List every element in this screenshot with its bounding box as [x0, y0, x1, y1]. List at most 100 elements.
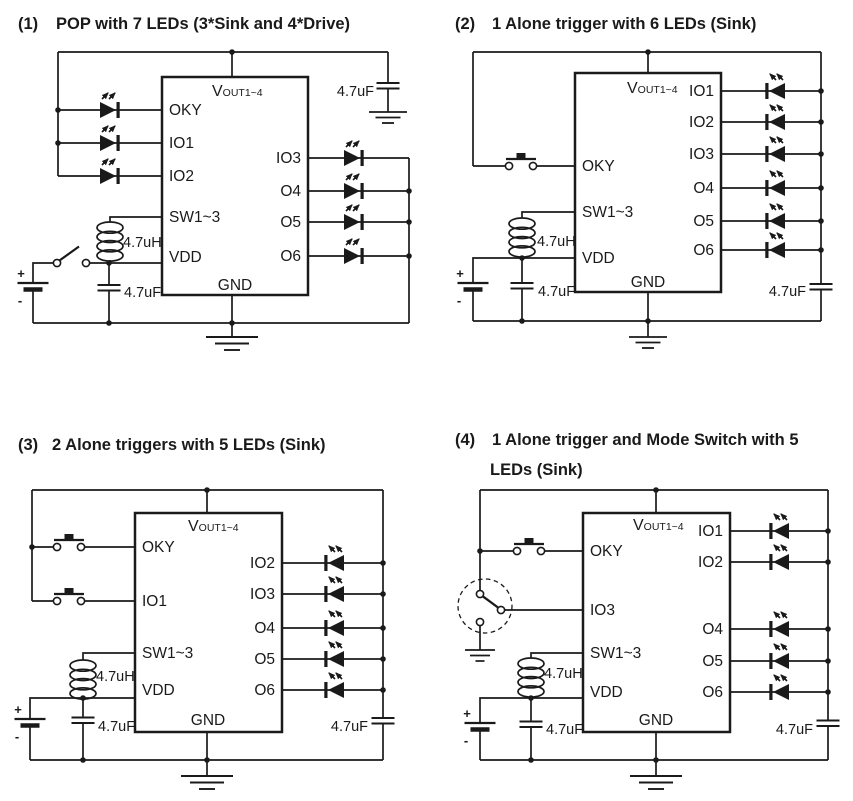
led-icon: [344, 205, 364, 230]
battery-plus-label: +: [456, 266, 464, 281]
pin-label-sw1-3: SW1~3: [169, 209, 220, 226]
ic-body: [133, 511, 284, 734]
input-cap-value: 4.7uF: [124, 285, 161, 301]
circuit-3-two-triggers-5-leds: (3) 2 Alone triggers with 5 LEDs (Sink) …: [0, 436, 396, 790]
ground-icon: [629, 775, 683, 790]
vout-pin-label: VOUT1~4: [212, 83, 263, 100]
battery-plus-label: +: [14, 702, 22, 717]
inductor-icon: [508, 217, 536, 258]
pin-label-io3: IO3: [276, 150, 301, 167]
pin-label-o4: O4: [254, 620, 275, 637]
led-icon: [324, 673, 344, 698]
led-icon: [769, 545, 789, 570]
junction-dots: [519, 49, 824, 324]
pin-label-o5: O5: [693, 213, 714, 230]
led-icon: [765, 171, 785, 196]
pin-label-o6: O6: [280, 248, 301, 265]
pin-label-o5: O5: [254, 651, 275, 668]
output-cap-value: 4.7uF: [331, 719, 368, 735]
pin-label-sw1-3: SW1~3: [582, 204, 633, 221]
circuit-4-title-line1: 1 Alone trigger and Mode Switch with 5: [492, 431, 799, 449]
output-cap-value: 4.7uF: [769, 284, 806, 300]
pin-label-io2: IO2: [250, 555, 275, 572]
ground-icon: [180, 775, 234, 790]
ic-body: [573, 71, 723, 294]
pin-label-oky: OKY: [582, 158, 615, 175]
ic-body: [160, 75, 310, 297]
power-switch-icon: [52, 245, 91, 268]
led-icon: [100, 93, 120, 118]
led-icon: [765, 204, 785, 229]
led-icon: [324, 577, 344, 602]
circuit-4-trigger-mode-switch-5-leds: (4) 1 Alone trigger and Mode Switch with…: [455, 431, 841, 790]
pin-label-gnd: GND: [191, 712, 225, 729]
circuit-3-title: 2 Alone triggers with 5 LEDs (Sink): [52, 436, 326, 454]
led-icon: [765, 105, 785, 130]
vout-pin-label: VOUT1~4: [188, 518, 239, 535]
battery-icon: [465, 723, 496, 730]
battery-minus-label: -: [15, 729, 19, 744]
pin-label-o4: O4: [702, 621, 723, 638]
ic-body: [581, 511, 732, 734]
pin-label-o5: O5: [280, 214, 301, 231]
led-icon: [344, 141, 364, 166]
pin-label-io2: IO2: [698, 554, 723, 571]
circuit-2-number: (2): [455, 15, 475, 33]
circuit-1-title: POP with 7 LEDs (3*Sink and 4*Drive): [56, 15, 350, 33]
pin-label-sw1-3: SW1~3: [590, 645, 641, 662]
pin-label-gnd: GND: [639, 712, 673, 729]
led-icon: [100, 159, 120, 184]
push-button-icon: [52, 586, 86, 606]
junction-dots: [477, 487, 831, 763]
pin-label-o6: O6: [702, 684, 723, 701]
output-cap-value: 4.7uF: [776, 722, 813, 738]
pin-label-io1: IO1: [169, 135, 194, 152]
circuit-2-title: 1 Alone trigger with 6 LEDs (Sink): [492, 15, 756, 33]
circuit-4-title-line2: LEDs (Sink): [490, 461, 583, 479]
junction-dots: [29, 487, 386, 763]
pin-label-o6: O6: [693, 242, 714, 259]
pin-label-io1: IO1: [689, 83, 714, 100]
push-button-icon: [512, 536, 546, 556]
led-icon: [769, 644, 789, 669]
capacitor-icon: [96, 284, 122, 292]
pin-label-gnd: GND: [631, 274, 665, 291]
ground-icon: [628, 336, 668, 349]
circuit-2-alone-trigger-6-leds: (2) 1 Alone trigger with 6 LEDs (Sink) V…: [455, 15, 834, 349]
mode-switch-icon: [457, 578, 513, 634]
capacitor-icon: [370, 717, 396, 725]
battery-icon: [18, 283, 49, 290]
capacitor-icon: [808, 283, 834, 291]
pin-label-o4: O4: [280, 183, 301, 200]
pin-label-vdd: VDD: [142, 682, 175, 699]
battery-minus-label: -: [457, 293, 461, 308]
inductor-icon: [517, 657, 545, 698]
inductor-icon: [96, 221, 124, 262]
led-icon: [769, 514, 789, 539]
pin-label-vdd: VDD: [590, 684, 623, 701]
led-icon: [769, 675, 789, 700]
circuit-4-number: (4): [455, 431, 475, 449]
capacitor-icon: [518, 720, 544, 728]
led-icon: [100, 126, 120, 151]
inductor-value: 4.7uH: [123, 235, 162, 251]
led-icon: [765, 233, 785, 258]
led-icon: [765, 137, 785, 162]
pin-label-io2: IO2: [169, 168, 194, 185]
pin-label-io2: IO2: [689, 114, 714, 131]
pin-label-io1: IO1: [142, 593, 167, 610]
inductor-value: 4.7uH: [96, 669, 135, 685]
pin-label-o4: O4: [693, 180, 714, 197]
battery-minus-label: -: [18, 293, 22, 308]
circuit-3-number: (3): [18, 436, 38, 454]
led-icon: [344, 174, 364, 199]
vout-pin-label: VOUT1~4: [627, 80, 678, 97]
input-cap-value: 4.7uF: [538, 284, 575, 300]
capacitor-icon: [815, 719, 841, 727]
capacitor-icon: [509, 282, 535, 290]
input-cap-value: 4.7uF: [546, 722, 583, 738]
capacitor-icon: [375, 82, 401, 90]
pin-label-io1: IO1: [698, 523, 723, 540]
battery-icon: [458, 283, 489, 290]
